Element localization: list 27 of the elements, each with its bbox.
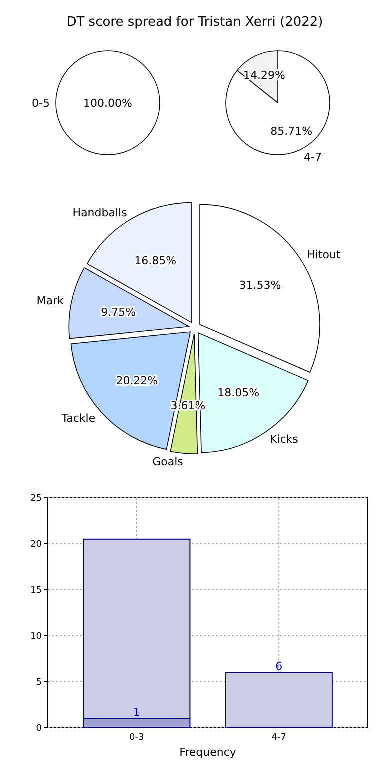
slice-label: Goals (152, 455, 184, 468)
x-axis-title: Frequency (180, 746, 237, 759)
data-label: 31.53% (239, 279, 282, 292)
data-label: 6 (276, 660, 283, 673)
y-tick-label: 15 (30, 586, 42, 596)
y-tick-label: 10 (30, 632, 42, 642)
data-label: 20.22% (116, 374, 158, 388)
x-tick-label: 0-3 (130, 733, 144, 743)
slice-label: Handballs (72, 206, 128, 220)
y-tick-label: 20 (30, 540, 42, 550)
y-tick-label: 25 (30, 494, 42, 504)
slice-label: 4-7 (304, 151, 322, 164)
y-tick-label: 5 (36, 678, 42, 688)
slice-label: Kicks (270, 433, 299, 446)
data-label: 85.71% (270, 125, 313, 138)
slice-label: Mark (36, 294, 64, 308)
bar (225, 672, 333, 728)
text: DT score spread for Tristan Xerri (2022) (66, 15, 324, 30)
slice-label: Hitout (307, 248, 342, 262)
data-label: 1 (133, 706, 140, 719)
data-label: 100.00% (84, 97, 132, 110)
slice-label: 0-5 (32, 97, 50, 110)
data-label: 9.75% (101, 306, 136, 320)
data-label: 18.05% (218, 386, 260, 400)
slice-label: Tackle (60, 412, 96, 425)
y-tick-label: 0 (36, 724, 42, 734)
data-label: 16.85% (134, 254, 177, 268)
